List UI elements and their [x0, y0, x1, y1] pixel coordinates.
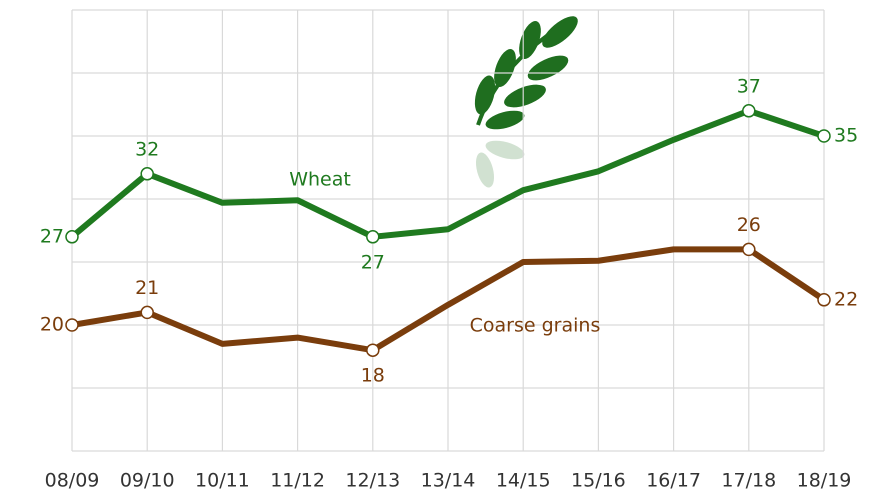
point-marker — [141, 306, 153, 318]
data-label: 27 — [40, 225, 64, 247]
point-marker — [743, 105, 755, 117]
chart: 08/09 09/10 10/11 11/12 12/13 13/14 14/15 15/16… — [0, 0, 881, 495]
point-marker — [141, 168, 153, 180]
data-label: 35 — [834, 125, 858, 147]
series-label: Coarse grains — [470, 315, 601, 337]
wheat-icon — [471, 11, 583, 189]
x-tick-label: 14/15 — [496, 470, 551, 492]
x-tick-label: 18/19 — [797, 470, 852, 492]
data-label: 27 — [361, 251, 385, 273]
x-tick-label: 08/09 — [45, 470, 100, 492]
data-label: 37 — [737, 75, 761, 97]
data-label: 21 — [135, 277, 159, 299]
data-label: 20 — [40, 314, 64, 336]
point-marker — [818, 294, 830, 306]
x-tick-label: 16/17 — [646, 470, 701, 492]
x-tick-label: 13/14 — [421, 470, 476, 492]
point-marker — [367, 344, 379, 356]
point-marker — [743, 243, 755, 255]
point-marker — [66, 231, 78, 243]
point-marker — [367, 231, 379, 243]
x-tick-label: 09/10 — [120, 470, 175, 492]
data-label: 26 — [737, 214, 761, 236]
series-label: Wheat — [289, 169, 351, 191]
data-label: 18 — [361, 365, 385, 387]
data-label: 22 — [834, 288, 858, 310]
point-marker — [818, 130, 830, 142]
x-tick-label: 15/16 — [571, 470, 626, 492]
point-marker — [66, 319, 78, 331]
x-tick-label: 17/18 — [721, 470, 776, 492]
x-tick-label: 11/12 — [270, 470, 325, 492]
x-tick-label: 10/11 — [195, 470, 250, 492]
data-label: 32 — [135, 138, 159, 160]
x-tick-label: 12/13 — [345, 470, 400, 492]
